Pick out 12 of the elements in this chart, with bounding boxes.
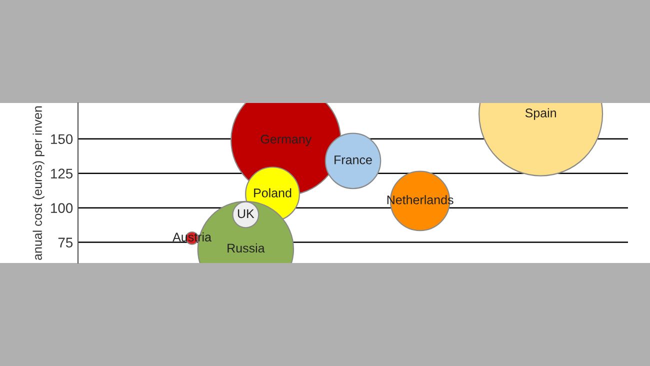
series-label: Spain <box>525 108 556 120</box>
y-axis-title: anual cost (euros) per inven <box>32 106 44 260</box>
series-label: UK <box>238 209 254 218</box>
series-label: Germany <box>260 134 312 146</box>
y-tick-label: 75 <box>58 238 73 248</box>
series-label: France <box>334 156 372 164</box>
y-tick-label: 100 <box>51 203 73 213</box>
series-label: Russia <box>228 243 265 253</box>
series-label: Poland <box>254 188 292 198</box>
y-tick-label: 150 <box>51 134 73 144</box>
series-label: Austria <box>172 232 212 242</box>
y-tick-label: 125 <box>51 168 73 179</box>
